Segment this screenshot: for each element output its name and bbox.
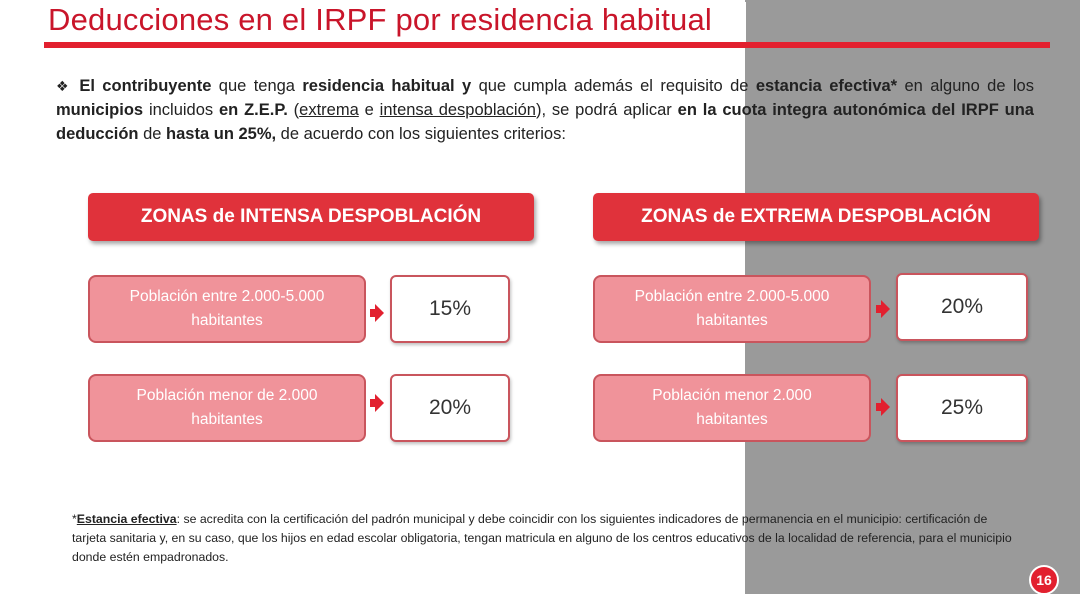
intro-text: que tenga <box>211 77 303 95</box>
page-number-badge: 16 <box>1029 565 1059 595</box>
population-box-intensa-2: Población menor de 2.000 habitantes <box>88 374 366 442</box>
intro-text: El contribuyente <box>79 77 212 95</box>
footnote-text: : se acredita con la certificación del p… <box>72 512 1012 564</box>
population-line: habitantes <box>191 411 263 428</box>
population-line: Población menor 2.000 <box>652 387 812 404</box>
intro-text: incluidos <box>143 101 219 119</box>
intro-text: estancia efectiva* <box>755 77 898 95</box>
footnote-star: * <box>72 512 77 526</box>
percentage-box-extrema-1: 20% <box>896 273 1028 341</box>
footnote-term: Estancia efectiva <box>76 512 177 526</box>
population-line: Población entre 2.000-5.000 <box>129 288 325 305</box>
intro-text: residencia habitual y <box>302 77 472 95</box>
intro-text: ), se podrá aplicar <box>535 101 678 119</box>
intro-text: en la cuota integra autonómica del IRPF … <box>56 101 1034 143</box>
population-box-extrema-2: Población menor 2.000 habitantes <box>593 374 871 442</box>
population-box-extrema-1: Población entre 2.000-5.000 habitantes <box>593 275 871 343</box>
title-background <box>44 2 746 42</box>
intro-text: hasta un 25%, <box>166 125 277 143</box>
diamond-bullet-icon: ❖ <box>56 78 72 94</box>
intro-text: municipios <box>56 101 144 119</box>
population-line: habitantes <box>191 312 263 329</box>
population-line: habitantes <box>696 312 768 329</box>
percentage-box-extrema-2: 25% <box>896 374 1028 442</box>
footnote: *Estancia efectiva: se acredita con la c… <box>72 510 1022 567</box>
intro-text: extrema <box>299 101 359 119</box>
population-line: Población menor de 2.000 <box>136 387 318 404</box>
intro-text: en alguno de los <box>897 77 1034 95</box>
population-box-intensa-1: Población entre 2.000-5.000 habitantes <box>88 275 366 343</box>
intro-text: e <box>358 101 380 119</box>
percentage-box-intensa-1: 15% <box>390 275 510 343</box>
title-underline <box>44 42 1050 48</box>
intro-text: de <box>138 125 167 143</box>
intro-text: que cumpla además el requisito de <box>471 77 756 95</box>
intro-text: en Z.E.P. <box>219 101 288 119</box>
zone-header-intensa: ZONAS de INTENSA DESPOBLACIÓN <box>88 193 534 241</box>
intro-text: ( <box>287 101 300 119</box>
population-line: habitantes <box>696 411 768 428</box>
percentage-box-intensa-2: 20% <box>390 374 510 442</box>
intro-text: de acuerdo con los siguientes criterios: <box>276 125 566 143</box>
population-line: Población entre 2.000-5.000 <box>634 288 830 305</box>
intro-text: intensa despoblación <box>379 101 536 119</box>
intro-paragraph: ❖ El contribuyente que tenga residencia h… <box>56 74 1034 146</box>
slide-title: Deducciones en el IRPF por residencia ha… <box>48 2 713 37</box>
zone-header-extrema: ZONAS de EXTREMA DESPOBLACIÓN <box>593 193 1039 241</box>
